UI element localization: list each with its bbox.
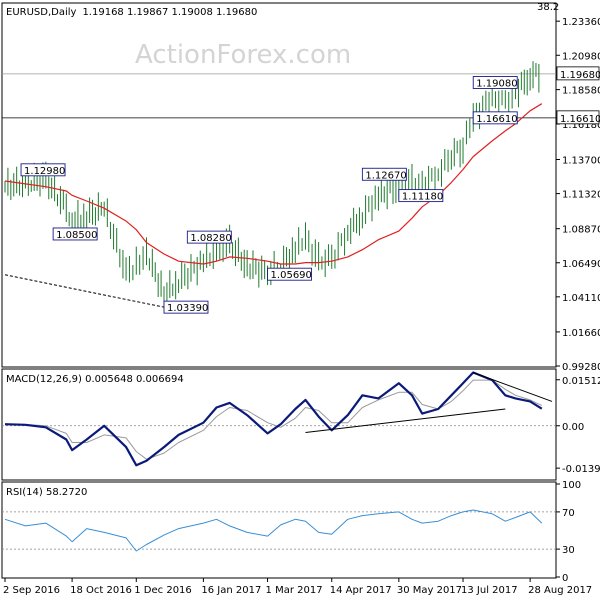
macd-signal-line <box>4 379 543 460</box>
x-tick-label: 16 Jan 2017 <box>201 585 261 596</box>
level-box <box>556 110 600 125</box>
macd-tick-label: -0.01393 <box>562 464 600 475</box>
price-tick-label: 1.23360 <box>562 17 600 28</box>
annotation-box <box>472 111 518 125</box>
rsi-tick-label: 30 <box>562 545 575 556</box>
price-tick-label: 1.11320 <box>562 190 600 201</box>
symbol-label: EURUSD,Daily <box>6 7 77 18</box>
annotation-label: 1.11180 <box>402 192 443 203</box>
rsi-tick-label: 100 <box>562 480 581 491</box>
annotation-label: 1.03390 <box>167 303 208 314</box>
price-annotation: 1.03390 <box>163 300 209 314</box>
x-tick-label: 1 Mar 2017 <box>266 585 323 596</box>
x-tick-label: 13 Jul 2017 <box>461 585 518 596</box>
annotation-label: 1.12980 <box>24 166 65 177</box>
price-annotation: 1.11180 <box>398 189 444 203</box>
annotation-box <box>472 76 518 89</box>
annotation-label: 1.08280 <box>190 233 231 244</box>
price-tick-label: 1.20980 <box>562 51 600 62</box>
macd-tick-label: 0.01512 <box>562 376 600 387</box>
macd-trendline <box>305 408 506 433</box>
moving-average-line <box>4 103 543 265</box>
price-trendline <box>4 274 165 308</box>
ohlc-label: 1.19168 1.19867 1.19008 1.19680 <box>82 7 257 18</box>
annotation-box <box>52 227 98 241</box>
rsi-title: RSI(14) 58.2720 <box>6 487 87 498</box>
x-tick-label: 1 Dec 2016 <box>134 585 192 596</box>
watermark: ActionForex.com <box>135 40 351 70</box>
annotation-box <box>163 300 209 314</box>
rsi-tick-label: 0 <box>562 573 568 584</box>
price-annotation: 1.16610 <box>472 111 518 125</box>
x-tick-label: 14 Apr 2017 <box>330 585 392 596</box>
x-tick-label: 30 May 2017 <box>397 585 462 596</box>
x-axis: 2 Sep 2016 18 Oct 2016 1 Dec 2016 16 Jan 20… <box>3 578 592 596</box>
annotation-label: 1.05690 <box>271 270 312 281</box>
price-tick-label: 1.16180 <box>562 120 600 131</box>
annotation-box <box>267 267 313 281</box>
macd-tick-label: 0.00 <box>562 422 584 433</box>
annotation-label: 1.16610 <box>476 114 517 125</box>
price-annotation: 1.08500 <box>52 227 98 241</box>
price-tick-label: 1.13700 <box>562 156 600 167</box>
price-layer: 1.23360 1.20980 1.18580 1.16180 1.13700 1.113… <box>2 17 600 373</box>
x-tick-label: 2 Sep 2016 <box>3 585 60 596</box>
macd-panel <box>1 368 557 481</box>
x-tick-label: 18 Oct 2016 <box>70 585 132 596</box>
current-price-box <box>556 66 600 81</box>
annotation-label: 1.08500 <box>56 230 97 241</box>
price-annotation: 1.19080 <box>472 76 518 89</box>
price-tick-label: 1.08870 <box>562 225 600 236</box>
price-tick-label: 1.04110 <box>562 293 600 304</box>
annotation-label: 1.19080 <box>476 78 517 89</box>
macd-layer: 0.01512 0.00 -0.01393 <box>2 371 600 475</box>
rsi-tick-label: 70 <box>562 508 575 519</box>
macd-title: MACD(12,26,9) 0.005648 0.006694 <box>6 374 184 385</box>
current-price-label: 1.19680 <box>560 70 600 81</box>
level-label: 1.16610 <box>560 114 600 125</box>
price-tick-label: 1.18580 <box>562 86 600 97</box>
macd-trendline <box>473 372 553 402</box>
price-annotation: 1.12980 <box>20 163 66 177</box>
price-annotation: 1.12670 <box>361 167 407 181</box>
annotation-label: 1.12670 <box>365 170 406 181</box>
corner-value: 38.2 <box>537 2 559 13</box>
price-header: EURUSD,Daily 1.19168 1.19867 1.19008 1.19… <box>6 7 257 18</box>
rsi-line <box>4 509 543 552</box>
macd-line <box>4 371 543 467</box>
x-tick-label: 28 Aug 2017 <box>528 585 592 596</box>
annotation-box <box>20 163 66 177</box>
price-tick-label: 1.01660 <box>562 328 600 339</box>
price-annotation: 1.05690 <box>267 267 313 281</box>
price-panel <box>1 2 557 368</box>
annotation-box <box>398 189 444 203</box>
price-tick-label: 1.06490 <box>562 259 600 270</box>
rsi-panel <box>1 481 557 579</box>
price-tick-label: 0.99280 <box>562 362 600 373</box>
annotation-box <box>186 230 232 244</box>
rsi-layer: 100 70 30 0 <box>2 480 581 584</box>
price-annotation: 1.08280 <box>186 230 232 244</box>
annotation-box <box>361 167 407 181</box>
